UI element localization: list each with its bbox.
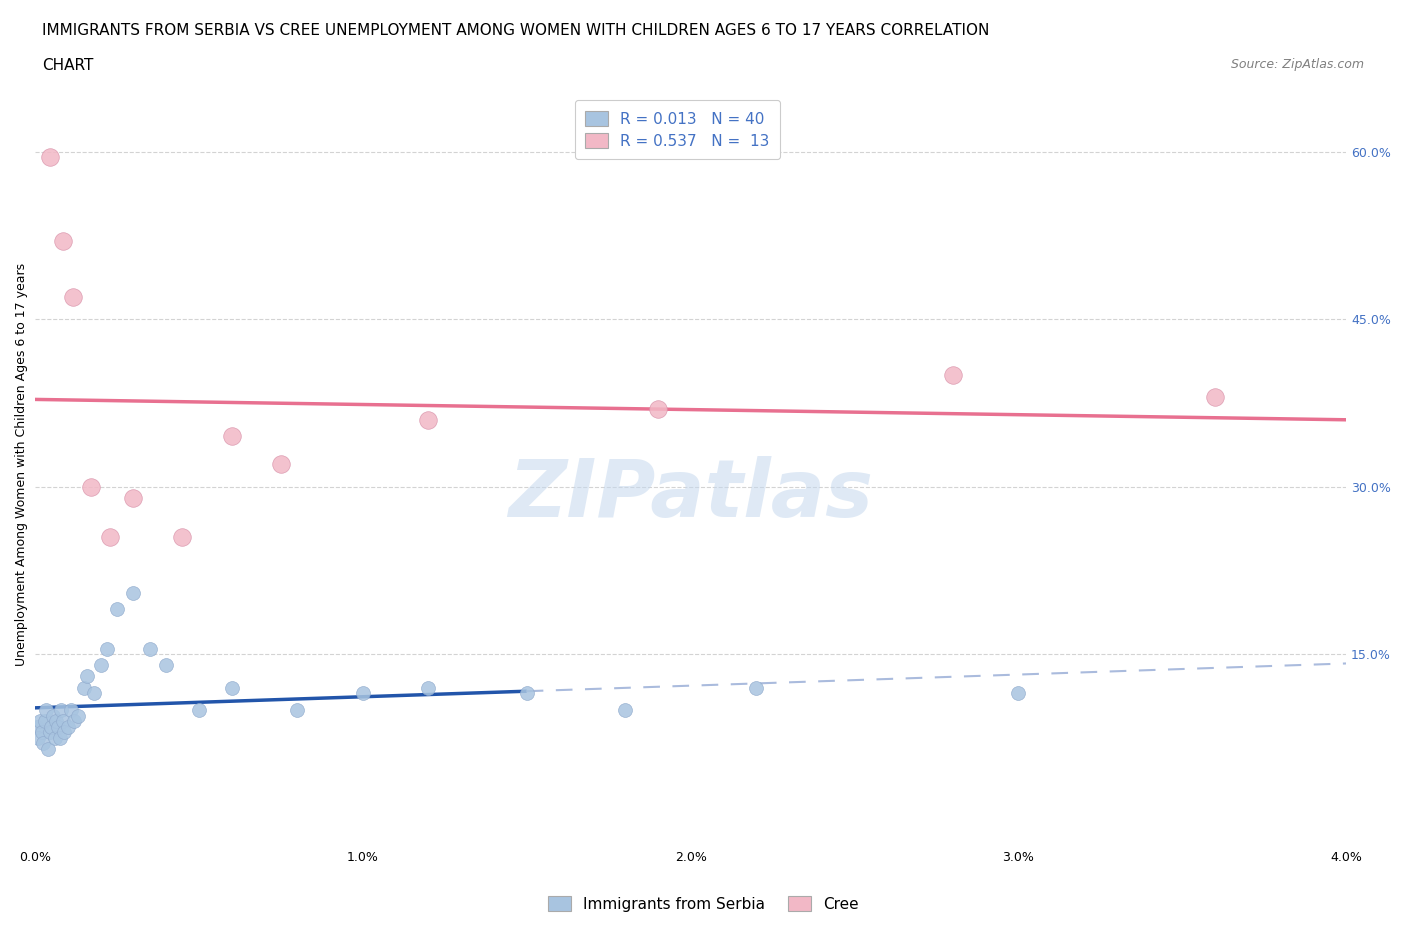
Point (73, 680, 96, 695)
Text: CHART: CHART (42, 58, 94, 73)
Point (89, 658, 111, 672)
Legend: R = 0.013   N = 40, R = 0.537   N =  13: R = 0.013 N = 40, R = 0.537 N = 13 (575, 100, 780, 159)
Point (155, 658, 177, 672)
Point (172, 529, 194, 544)
Point (31, 724, 53, 739)
Point (27, 730, 49, 745)
Point (66, 708, 89, 723)
Point (76, 669, 98, 684)
Point (221, 680, 243, 695)
Point (38, 724, 60, 739)
Text: Source: ZipAtlas.com: Source: ZipAtlas.com (1230, 58, 1364, 71)
Point (942, 367, 965, 382)
Point (41, 719, 63, 734)
Point (53, 724, 76, 739)
Point (1007, 685, 1029, 700)
Point (138, 641, 160, 656)
Point (122, 490, 145, 505)
Point (285, 702, 308, 717)
Y-axis label: Unemployment Among Women with Children Ages 6 to 17 years: Unemployment Among Women with Children A… (15, 263, 28, 666)
Point (63, 713, 86, 728)
Point (105, 602, 128, 617)
Point (516, 685, 538, 700)
Text: IMMIGRANTS FROM SERBIA VS CREE UNEMPLOYMENT AMONG WOMEN WITH CHILDREN AGES 6 TO : IMMIGRANTS FROM SERBIA VS CREE UNEMPLOYM… (42, 23, 990, 38)
Point (270, 457, 292, 472)
Point (745, 680, 768, 695)
Point (96, 641, 118, 656)
Point (647, 401, 669, 416)
Point (28, 713, 51, 728)
Point (56, 719, 79, 734)
Point (44, 730, 66, 745)
Point (98, 529, 121, 544)
Point (52, 233, 75, 248)
Point (122, 585, 145, 600)
Point (60, 702, 83, 717)
Point (48, 730, 70, 745)
Point (52, 713, 75, 728)
Point (418, 680, 440, 695)
Point (37, 741, 59, 756)
Point (418, 412, 440, 427)
Point (35, 702, 58, 717)
Point (32, 736, 55, 751)
Point (79, 479, 101, 494)
Point (221, 429, 243, 444)
Point (1204, 390, 1226, 405)
Point (46, 719, 69, 734)
Point (25, 719, 48, 734)
Point (45, 713, 67, 728)
Text: ZIPatlas: ZIPatlas (508, 456, 873, 534)
Point (614, 702, 637, 717)
Point (352, 685, 374, 700)
Legend: Immigrants from Serbia, Cree: Immigrants from Serbia, Cree (541, 889, 865, 918)
Point (83, 685, 105, 700)
Point (38, 150, 60, 165)
Point (51, 702, 73, 717)
Point (34, 713, 56, 728)
Point (62, 289, 84, 304)
Point (187, 702, 209, 717)
Point (42, 708, 65, 723)
